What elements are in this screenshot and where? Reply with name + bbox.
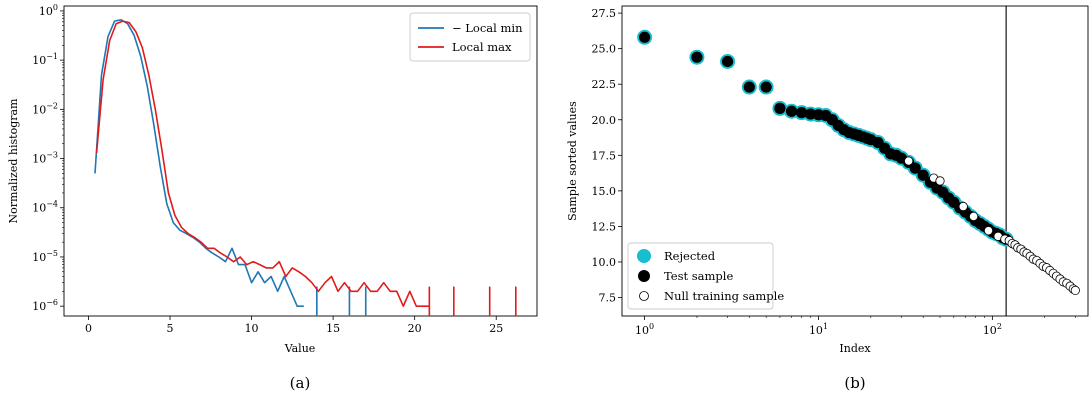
panel-a-x-axis-label: Value (284, 342, 316, 355)
null-training-point (935, 176, 945, 186)
legend-label: Rejected (664, 249, 716, 263)
test-sample-point (796, 107, 808, 119)
legend-marker (637, 249, 651, 263)
panel-b-x-ticks: 100 101 102 (635, 316, 1076, 337)
test-sample-point (721, 55, 734, 68)
x-tick-label: 25 (489, 322, 503, 335)
null-training-point (983, 226, 994, 236)
test-sample-point (760, 81, 772, 93)
panel-b-x-axis-label: Index (839, 342, 871, 355)
x-tick-label: 102 (983, 322, 1002, 337)
y-tick-label: 100 (39, 3, 58, 18)
test-sample-point (774, 102, 786, 114)
null-training-point (958, 201, 968, 212)
panel-a-legend: − Local min Local max (409, 12, 531, 62)
y-tick-label: 22.5 (592, 78, 617, 91)
null-training-point (904, 156, 914, 166)
x-tick-label: 5 (167, 322, 174, 335)
series-line-local-min (94, 18, 304, 308)
panel-b-legend: Rejected Test sample Null training sample (627, 242, 784, 310)
test-sample-point (639, 31, 651, 43)
panel-a-y-ticks: 100 10−1 10−2 10−3 10−4 10−5 10−6 (32, 3, 64, 313)
y-tick-label: 27.5 (592, 7, 617, 20)
legend-label: − Local min (452, 21, 523, 35)
y-tick-label: 17.5 (592, 149, 617, 162)
y-tick-label: 10.0 (592, 256, 617, 269)
panel-a-y-axis-label: Normalized histogram (7, 98, 20, 224)
x-tick-label: 0 (85, 322, 92, 335)
y-tick-label: 12.5 (592, 220, 617, 233)
y-tick-label: 10−6 (32, 298, 58, 313)
legend-label: Local max (452, 40, 512, 54)
panel-b-caption: (b) (844, 374, 865, 392)
y-tick-label: 10−5 (32, 249, 58, 264)
panel-a-x-ticks: 0 5 10 15 20 25 (85, 316, 503, 335)
legend-label: Null training sample (664, 289, 784, 303)
panel-b: 100 101 102 7.5 10.0 12.5 15.0 17.5 20.0 22.5 25.… (566, 5, 1089, 392)
y-tick-label: 20.0 (592, 114, 617, 127)
panel-b-plot-frame (621, 5, 1089, 317)
panel-b-y-ticks: 7.5 10.0 12.5 15.0 17.5 20.0 22.5 25.0 27.5 (592, 7, 622, 305)
legend-box (627, 242, 774, 310)
x-tick-label: 15 (326, 322, 340, 335)
panel-a: 0 5 10 15 20 25 100 10−1 10−2 10−3 10−4 10−5 10−6 −… (7, 3, 538, 392)
y-tick-label: 7.5 (599, 292, 617, 305)
y-tick-label: 10−2 (32, 101, 58, 116)
test-sample-point (909, 162, 921, 174)
y-tick-label: 10−4 (32, 200, 58, 215)
panel-b-y-axis-label: Sample sorted values (566, 101, 579, 221)
legend-marker (639, 291, 649, 301)
y-tick-label: 10−1 (32, 52, 58, 67)
test-sample-point (743, 81, 755, 93)
x-tick-label: 101 (809, 322, 828, 337)
x-tick-label: 20 (408, 322, 422, 335)
series-line-local-max (95, 20, 430, 308)
y-tick-label: 15.0 (592, 185, 617, 198)
null-training-point (969, 211, 979, 222)
panel-a-caption: (a) (290, 374, 311, 392)
panel-a-series (94, 18, 517, 316)
test-sample-point (917, 169, 929, 181)
y-tick-label: 25.0 (592, 43, 617, 56)
null-training-point (1070, 285, 1080, 296)
panel-b-points (637, 6, 1080, 316)
legend-box (409, 12, 531, 62)
test-sample-point (785, 105, 798, 117)
x-tick-label: 10 (245, 322, 259, 335)
y-tick-label: 10−3 (32, 151, 58, 166)
legend-marker (638, 270, 650, 282)
test-sample-point (691, 51, 703, 63)
legend-label: Test sample (664, 269, 733, 283)
x-tick-label: 100 (635, 322, 654, 337)
